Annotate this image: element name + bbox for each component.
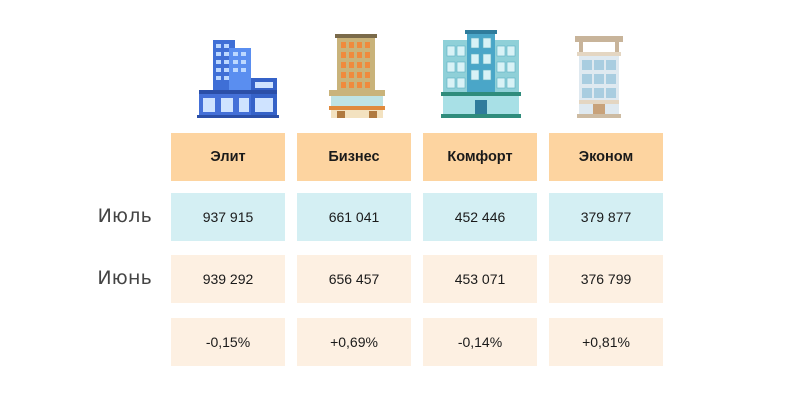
change-value-comfort: -0,14% (423, 318, 537, 366)
june-value-elite: 939 292 (171, 255, 285, 303)
business-building-icon (297, 28, 413, 118)
category-header-business: Бизнес (297, 133, 411, 181)
elite-building-icon (171, 28, 287, 118)
row-label-june: Июнь (97, 267, 152, 289)
row-label-july: Июль (97, 205, 152, 227)
june-value-economy: 376 799 (549, 255, 663, 303)
june-value-comfort: 453 071 (423, 255, 537, 303)
change-value-elite: -0,15% (171, 318, 285, 366)
change-value-economy: +0,81% (549, 318, 663, 366)
change-value-business: +0,69% (297, 318, 411, 366)
category-header-economy: Эконом (549, 133, 663, 181)
june-value-business: 656 457 (297, 255, 411, 303)
july-value-elite: 937 915 (171, 193, 285, 241)
category-header-elite: Элит (171, 133, 285, 181)
economy-building-icon (549, 28, 665, 118)
july-value-business: 661 041 (297, 193, 411, 241)
july-value-comfort: 452 446 (423, 193, 537, 241)
july-value-economy: 379 877 (549, 193, 663, 241)
comfort-building-icon (423, 28, 539, 118)
category-header-comfort: Комфорт (423, 133, 537, 181)
